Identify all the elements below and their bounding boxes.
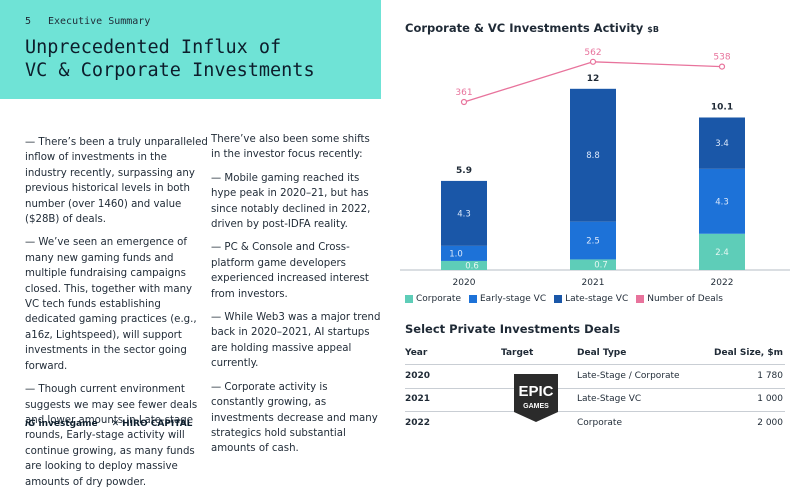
table-divider bbox=[405, 364, 785, 365]
data-label: 2.5 bbox=[586, 237, 600, 247]
legend-item: Corporate bbox=[405, 294, 461, 304]
page-title: Unprecedented Influx of VC & Corporate I… bbox=[25, 36, 375, 82]
deals-point bbox=[718, 63, 726, 70]
table-row-type: Corporate bbox=[577, 418, 622, 428]
chart-title-text: Corporate & VC Investments Activity bbox=[405, 21, 644, 35]
right-text-column: There’ve also been some shifts in the in… bbox=[211, 132, 381, 465]
table-row-year: 2022 bbox=[405, 418, 431, 428]
paragraph: — We’ve seen an emergence of many new ga… bbox=[25, 237, 197, 372]
header-target: Target bbox=[501, 348, 534, 358]
data-label: 4.3 bbox=[715, 197, 729, 207]
bar-early-stage-vc-2020 bbox=[441, 245, 487, 261]
data-label: 0.6 bbox=[465, 261, 479, 271]
left-text-column: — There’s been a truly unparalleled infl… bbox=[25, 135, 208, 498]
header-deal-size: Deal Size, $m bbox=[714, 348, 783, 358]
bar-corporate-2021 bbox=[570, 259, 616, 270]
investments-chart: 0.61.0 4.3 5.9 2020 0.7 2.5 8.8 12 2021 2.4 4.3 3.4… bbox=[400, 48, 790, 287]
paragraph: — While Web3 was a major trend back in 2… bbox=[211, 312, 381, 370]
x-tick-label: 2021 bbox=[582, 278, 605, 287]
paragraph: — PC & Console and Cross-platform game d… bbox=[211, 242, 369, 300]
total-label: 10.1 bbox=[711, 102, 733, 112]
epic-logo-line2: GAMES bbox=[523, 403, 549, 410]
legend-swatch bbox=[636, 295, 645, 303]
chart-legend: Corporate Early-stage VC Late-stage VC Numb… bbox=[405, 294, 723, 304]
hiro-capital-logo: ✕ HIRO CAPITAL bbox=[112, 419, 193, 429]
deals-label: 361 bbox=[455, 88, 472, 98]
table-row-year: 2021 bbox=[405, 394, 431, 404]
bar-late-stage-vc-2020 bbox=[441, 180, 487, 246]
data-label: 2.4 bbox=[715, 248, 729, 258]
deals-label: 538 bbox=[713, 53, 730, 63]
section-label: Executive Summary bbox=[48, 16, 151, 27]
page-number: 5 bbox=[25, 16, 32, 27]
data-label: 0.7 bbox=[594, 261, 608, 271]
bar-corporate-2022 bbox=[699, 233, 745, 270]
paragraph: — Corporate activity is constantly growi… bbox=[211, 381, 378, 455]
table-divider bbox=[405, 388, 785, 389]
legend-item: Early-stage VC bbox=[469, 294, 546, 304]
deals-point bbox=[460, 98, 468, 106]
legend-item: Late-stage VC bbox=[554, 294, 628, 304]
header-year: Year bbox=[405, 348, 428, 358]
deals-point bbox=[589, 58, 597, 65]
total-label: 12 bbox=[587, 74, 600, 84]
table-row-type: Late-Stage VC bbox=[577, 394, 642, 404]
investgame-logo: iG investgame bbox=[25, 419, 98, 429]
investgame-name: investgame bbox=[38, 419, 98, 429]
hiro-name: HIRO CAPITAL bbox=[122, 419, 193, 429]
chart-unit: $B bbox=[647, 25, 659, 34]
table-row-size: 1 780 bbox=[757, 371, 783, 381]
header-banner: 5 Executive Summary Unprecedented Influx… bbox=[0, 0, 381, 99]
legend-swatch bbox=[469, 295, 477, 303]
bar-late-stage-vc-2022 bbox=[699, 117, 745, 169]
legend-label: Corporate bbox=[416, 294, 461, 304]
deals-label: 562 bbox=[584, 48, 601, 58]
bar-late-stage-vc-2021 bbox=[570, 88, 616, 222]
paragraph: — Mobile gaming reached its hype peak in… bbox=[211, 172, 371, 231]
title-line-2: VC & Corporate Investments bbox=[25, 60, 315, 81]
data-label: 8.8 bbox=[586, 151, 600, 161]
header-deal-type: Deal Type bbox=[577, 348, 627, 358]
bar-early-stage-vc-2021 bbox=[570, 221, 616, 260]
x-tick-label: 2020 bbox=[453, 278, 476, 287]
table-row-year: 2020 bbox=[405, 371, 431, 381]
title-line-1: Unprecedented Influx of bbox=[25, 37, 282, 58]
legend-swatch bbox=[554, 295, 563, 303]
x-tick-label: 2022 bbox=[711, 278, 734, 287]
legend-item: Number of Deals bbox=[636, 294, 723, 304]
investgame-icon: iG bbox=[25, 419, 36, 429]
data-label: 4.3 bbox=[457, 209, 471, 219]
table-title: Select Private Investments Deals bbox=[405, 322, 621, 336]
epic-games-logo: EPIC GAMES bbox=[514, 374, 558, 422]
partner-logos: iG investgame ✕ HIRO CAPITAL bbox=[25, 419, 192, 429]
table-row-type: Late-Stage / Corporate bbox=[577, 371, 680, 381]
data-label: 3.4 bbox=[715, 139, 729, 149]
bar-early-stage-vc-2022 bbox=[699, 168, 745, 234]
legend-label: Late-stage VC bbox=[565, 294, 629, 304]
chart-title: Corporate & VC Investments Activity $B bbox=[405, 21, 659, 35]
table-row-size: 2 000 bbox=[757, 418, 783, 428]
legend-label: Number of Deals bbox=[647, 294, 723, 304]
table-row-size: 1 000 bbox=[757, 394, 783, 404]
bar-corporate-2020 bbox=[441, 260, 487, 270]
legend-label: Early-stage VC bbox=[480, 294, 547, 304]
table-divider bbox=[405, 411, 785, 412]
total-label: 5.9 bbox=[456, 166, 472, 176]
epic-logo-line1: EPIC bbox=[518, 383, 553, 400]
paragraph: There’ve also been some shifts in the in… bbox=[211, 134, 370, 161]
paragraph: — Though current environment suggests we… bbox=[25, 384, 198, 488]
hiro-icon: ✕ bbox=[111, 419, 120, 429]
legend-swatch bbox=[405, 295, 413, 303]
paragraph: — There’s been a truly unparalleled infl… bbox=[25, 137, 208, 226]
data-label: 1.0 bbox=[449, 249, 463, 259]
